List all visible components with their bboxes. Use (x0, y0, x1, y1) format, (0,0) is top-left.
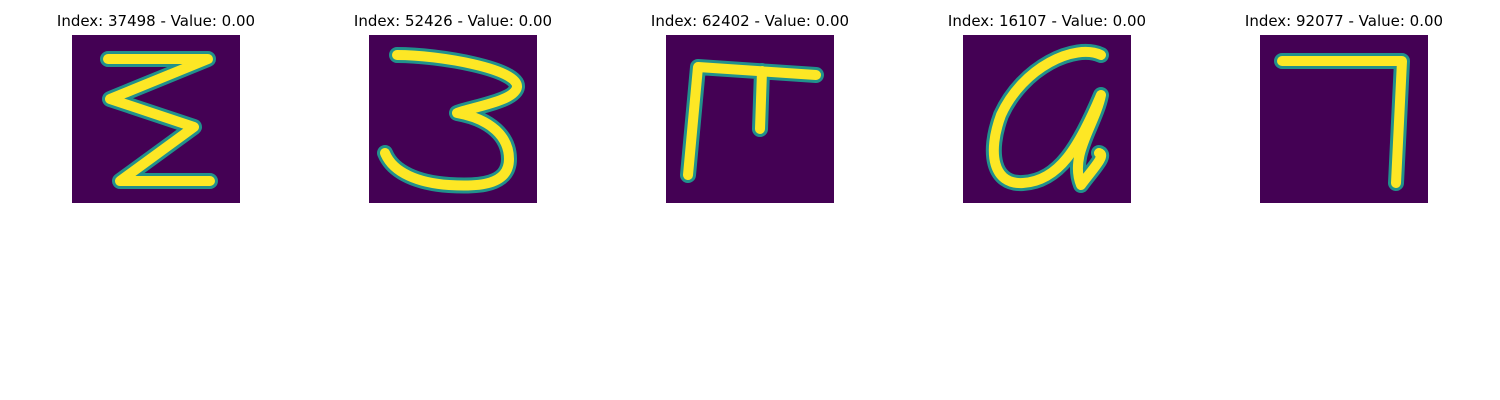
digit-image (369, 35, 537, 203)
image-panel-4: Index: 16107 - Value: 0.00 (897, 0, 1197, 210)
panel-title: Index: 16107 - Value: 0.00 (947, 12, 1147, 30)
digit-image (963, 35, 1131, 203)
image-panel-3: Index: 62402 - Value: 0.00 (600, 0, 900, 210)
panel-title: Index: 37498 - Value: 0.00 (56, 12, 256, 30)
digit-image (1260, 35, 1428, 203)
panel-title: Index: 62402 - Value: 0.00 (650, 12, 850, 30)
image-panel-5: Index: 92077 - Value: 0.00 (1194, 0, 1494, 210)
digit-image (666, 35, 834, 203)
image-panel-2: Index: 52426 - Value: 0.00 (303, 0, 603, 210)
panel-title: Index: 52426 - Value: 0.00 (353, 12, 553, 30)
panel-title: Index: 92077 - Value: 0.00 (1244, 12, 1444, 30)
image-panel-1: Index: 37498 - Value: 0.00 (6, 0, 306, 210)
digit-image (72, 35, 240, 203)
